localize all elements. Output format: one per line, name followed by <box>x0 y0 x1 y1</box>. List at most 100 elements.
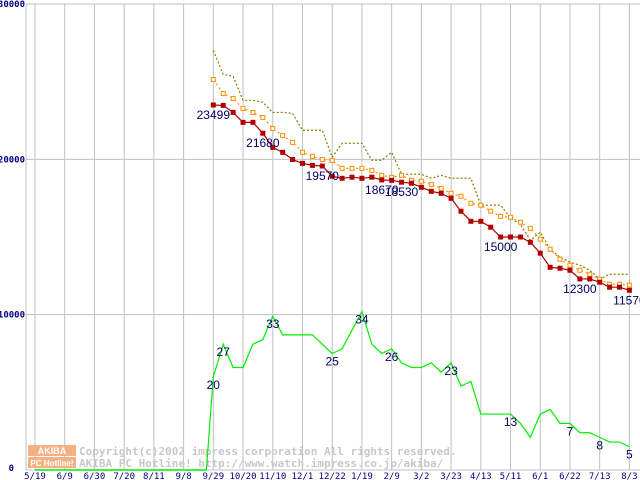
point-average <box>379 172 385 178</box>
point-min <box>329 173 335 179</box>
logo-bottom-text: PC Hotline! <box>30 459 73 468</box>
data-label: 11570 <box>613 293 640 307</box>
point-min <box>498 234 504 240</box>
point-min <box>349 174 355 180</box>
point-average <box>260 114 266 120</box>
x-tick-label: 9/8 <box>175 472 191 480</box>
point-average <box>319 156 325 162</box>
point-min <box>458 208 464 214</box>
x-tick-label: 7/20 <box>113 472 135 480</box>
point-min <box>299 160 305 166</box>
point-min <box>438 190 444 196</box>
url-text: AKIBA PC Hotline! http://www.watch.impre… <box>79 457 444 470</box>
x-tick-label: 7/13 <box>589 472 611 480</box>
x-tick-label: 1/19 <box>351 472 373 480</box>
point-average <box>567 262 573 268</box>
copyright-text: Copyright(c)2002 impress corporation All… <box>79 445 457 458</box>
x-tick-label: 4/13 <box>470 472 492 480</box>
series-line-max <box>212 50 630 280</box>
point-average <box>220 90 226 96</box>
data-label: 25 <box>326 355 340 369</box>
data-label: 13 <box>504 415 518 429</box>
point-average <box>527 225 533 231</box>
y-axis-ticks: 30000 20000 10000 0 <box>0 0 25 474</box>
point-average <box>299 149 305 155</box>
point-min <box>210 102 216 108</box>
point-min <box>597 279 603 285</box>
point-average <box>468 200 474 206</box>
data-label: 5 <box>626 448 633 462</box>
point-min <box>399 179 405 185</box>
point-min <box>616 284 622 290</box>
data-label: 8 <box>596 438 603 452</box>
point-min <box>220 102 226 108</box>
point-min <box>607 284 613 290</box>
point-average <box>280 132 286 138</box>
x-tick-label: 8/11 <box>143 472 165 480</box>
x-tick-label: 6/30 <box>84 472 106 480</box>
point-min <box>626 287 632 293</box>
point-average <box>399 172 405 178</box>
point-min <box>468 218 474 224</box>
point-average <box>309 153 315 159</box>
data-label: 20 <box>207 378 221 392</box>
point-average <box>547 246 553 252</box>
point-average <box>488 208 494 214</box>
point-min <box>527 239 533 245</box>
x-tick-label: 9/29 <box>202 472 224 480</box>
point-min <box>547 264 553 270</box>
data-label: 34 <box>355 313 369 327</box>
point-average <box>418 178 424 184</box>
point-average <box>508 214 514 220</box>
point-min <box>488 224 494 230</box>
x-tick-label: 10/20 <box>229 472 256 480</box>
point-min <box>250 119 256 125</box>
data-label: 26 <box>385 350 399 364</box>
data-label: 23 <box>444 364 458 378</box>
x-tick-label: 6/22 <box>559 472 581 480</box>
point-min <box>408 180 414 186</box>
point-average <box>448 190 454 196</box>
point-min <box>478 218 484 224</box>
point-min <box>359 175 365 181</box>
logo-top-text: AKIBA <box>38 446 67 456</box>
data-label: 19570 <box>306 169 340 183</box>
point-average <box>250 109 256 115</box>
point-average <box>240 105 246 111</box>
data-label: 7 <box>567 424 574 438</box>
data-label: 27 <box>217 345 231 359</box>
point-min <box>230 109 236 115</box>
point-min <box>260 130 266 136</box>
point-average <box>537 236 543 242</box>
point-min <box>517 234 523 240</box>
point-average <box>210 76 216 82</box>
data-label: 15000 <box>484 240 518 254</box>
data-label: 18530 <box>385 185 419 199</box>
point-average <box>329 157 335 163</box>
series-lines <box>35 50 632 471</box>
y-tick-label: 10000 <box>0 311 25 321</box>
data-label: 21680 <box>246 136 280 150</box>
point-min <box>587 276 593 282</box>
point-average <box>517 219 523 225</box>
point-min <box>379 177 385 183</box>
x-tick-label: 3/23 <box>440 472 462 480</box>
x-tick-label: 5/19 <box>24 472 46 480</box>
point-average <box>369 167 375 173</box>
x-tick-label: 6/9 <box>57 472 73 480</box>
point-min <box>389 177 395 183</box>
y-tick-label: 20000 <box>0 155 25 165</box>
point-min <box>270 144 276 150</box>
point-min <box>339 175 345 181</box>
watermark: AKIBA PC Hotline! Copyright(c)2002 impre… <box>28 445 457 470</box>
data-label: 33 <box>266 317 280 331</box>
x-tick-label: 3/2 <box>413 472 429 480</box>
point-average <box>626 282 632 288</box>
point-min <box>240 119 246 125</box>
point-average <box>478 202 484 208</box>
point-average <box>230 95 236 101</box>
point-min <box>557 265 563 271</box>
point-min <box>319 163 325 169</box>
point-average <box>339 165 345 171</box>
